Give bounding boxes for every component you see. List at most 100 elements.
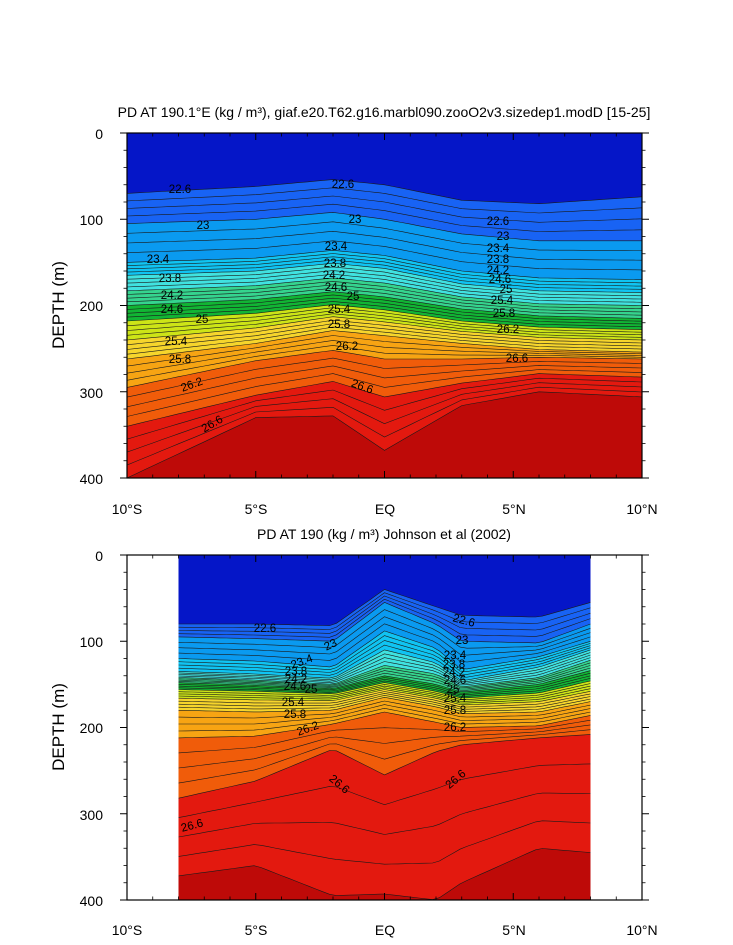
contour-label: 25.8 xyxy=(284,709,306,721)
contour-line xyxy=(178,693,591,710)
contour-line xyxy=(178,649,591,681)
x-tick-label: 10°N xyxy=(626,922,657,938)
contour-line xyxy=(127,273,642,303)
contour-label: 24.6 xyxy=(161,304,183,316)
contour-line xyxy=(178,672,591,694)
x-tick-label: 5°S xyxy=(245,922,268,938)
contour-line xyxy=(127,221,642,251)
y-tick-label: 100 xyxy=(80,212,104,228)
contour-line xyxy=(127,270,642,300)
contour-label: 22.6 xyxy=(169,184,191,196)
bottom-contour-lines xyxy=(178,589,591,900)
contour-label: 23 xyxy=(497,231,510,243)
contour-line xyxy=(127,291,642,319)
contour-line xyxy=(127,323,642,350)
contour-label: 25.8 xyxy=(444,705,466,717)
contour-line xyxy=(127,253,642,284)
contour-line xyxy=(127,345,642,381)
contour-line xyxy=(127,249,642,280)
contour-line xyxy=(178,595,591,634)
contour-label: 23.4 xyxy=(444,650,467,662)
contour-label: 25.8 xyxy=(493,308,515,320)
contour-line xyxy=(178,652,591,682)
contour-line xyxy=(178,630,591,670)
contour-label: 24.2 xyxy=(487,265,509,277)
contour-label: 23.8 xyxy=(324,258,346,270)
contour-line xyxy=(127,256,642,287)
contour-line xyxy=(178,792,591,838)
top-panel-title: PD AT 190.1°E (kg / m³), giaf.e20.T62.g1… xyxy=(118,104,651,120)
contour-label: 25.4 xyxy=(282,697,305,709)
contour-line xyxy=(127,377,642,440)
contour-line xyxy=(178,680,591,699)
contour-line xyxy=(127,262,642,293)
contour-line xyxy=(178,659,591,687)
contour-line xyxy=(178,763,591,818)
contour-line xyxy=(178,685,591,702)
y-tick-label: 200 xyxy=(80,298,104,314)
bottom-y-axis-label: DEPTH (m) xyxy=(49,683,68,771)
contour-line xyxy=(178,662,591,689)
contour-line xyxy=(178,719,591,754)
contour-line xyxy=(178,734,591,799)
x-tick-label: 10°S xyxy=(112,922,143,938)
contour-label: 23.8 xyxy=(159,273,181,285)
contour-label: 24.6 xyxy=(284,681,306,693)
contour-line xyxy=(178,602,591,644)
contour-label: 25.8 xyxy=(328,319,350,331)
contour-line xyxy=(178,609,591,649)
contour-label: 22.6 xyxy=(254,623,276,635)
contour-label: 23.8 xyxy=(285,666,307,678)
contour-line xyxy=(127,319,642,345)
contour-label: 23 xyxy=(349,214,362,226)
y-tick-label: 200 xyxy=(80,720,104,736)
contour-line xyxy=(127,365,642,408)
contour-label: 23.4 xyxy=(325,241,348,253)
contour-line xyxy=(178,654,591,684)
contour-line xyxy=(127,310,642,336)
x-tick-label: 10°S xyxy=(112,501,143,517)
contour-line xyxy=(127,330,642,360)
contour-label: 24.6 xyxy=(325,282,347,294)
contour-line xyxy=(127,316,642,341)
contour-line xyxy=(178,635,591,672)
contour-line xyxy=(127,313,642,338)
contour-label: 25.4 xyxy=(328,304,351,316)
contour-line xyxy=(127,281,642,309)
contour-label: 25 xyxy=(500,284,513,296)
contour-label: 24.2 xyxy=(323,270,345,282)
contour-label: 25 xyxy=(305,684,318,696)
contour-line xyxy=(127,287,642,316)
contour-label: 23 xyxy=(197,220,210,232)
contour-label: 23.4 xyxy=(487,243,510,255)
contour-line xyxy=(127,203,642,232)
contour-line xyxy=(178,689,591,706)
contour-line xyxy=(127,240,642,271)
contour-line xyxy=(178,623,591,663)
contour-line xyxy=(127,187,642,214)
bottom-y-tick-labels: 0 100 200 300 400 xyxy=(80,548,104,909)
contour-label: 25.4 xyxy=(444,693,467,705)
y-tick-label: 400 xyxy=(80,471,104,487)
y-tick-label: 300 xyxy=(80,807,104,823)
contour-line xyxy=(127,179,642,205)
contour-band xyxy=(178,734,591,900)
top-y-tick-labels: 0 100 200 300 400 xyxy=(80,126,104,487)
contour-label: 24.6 xyxy=(444,675,466,687)
contour-line xyxy=(127,304,642,330)
contour-line xyxy=(127,297,642,325)
contour-label: 26.2 xyxy=(336,341,358,353)
contour-line xyxy=(127,307,642,333)
contour-line xyxy=(127,391,642,478)
contour-label: 25 xyxy=(347,291,360,303)
bottom-axis-ticks xyxy=(120,554,649,901)
y-tick-label: 100 xyxy=(80,634,104,650)
x-tick-label: 5°N xyxy=(502,501,526,517)
contour-line xyxy=(127,277,642,306)
contour-line xyxy=(178,675,591,695)
contour-line xyxy=(178,598,591,638)
x-tick-label: 5°N xyxy=(502,922,526,938)
contour-label: 24.6 xyxy=(489,274,511,286)
x-tick-label: EQ xyxy=(375,501,395,517)
